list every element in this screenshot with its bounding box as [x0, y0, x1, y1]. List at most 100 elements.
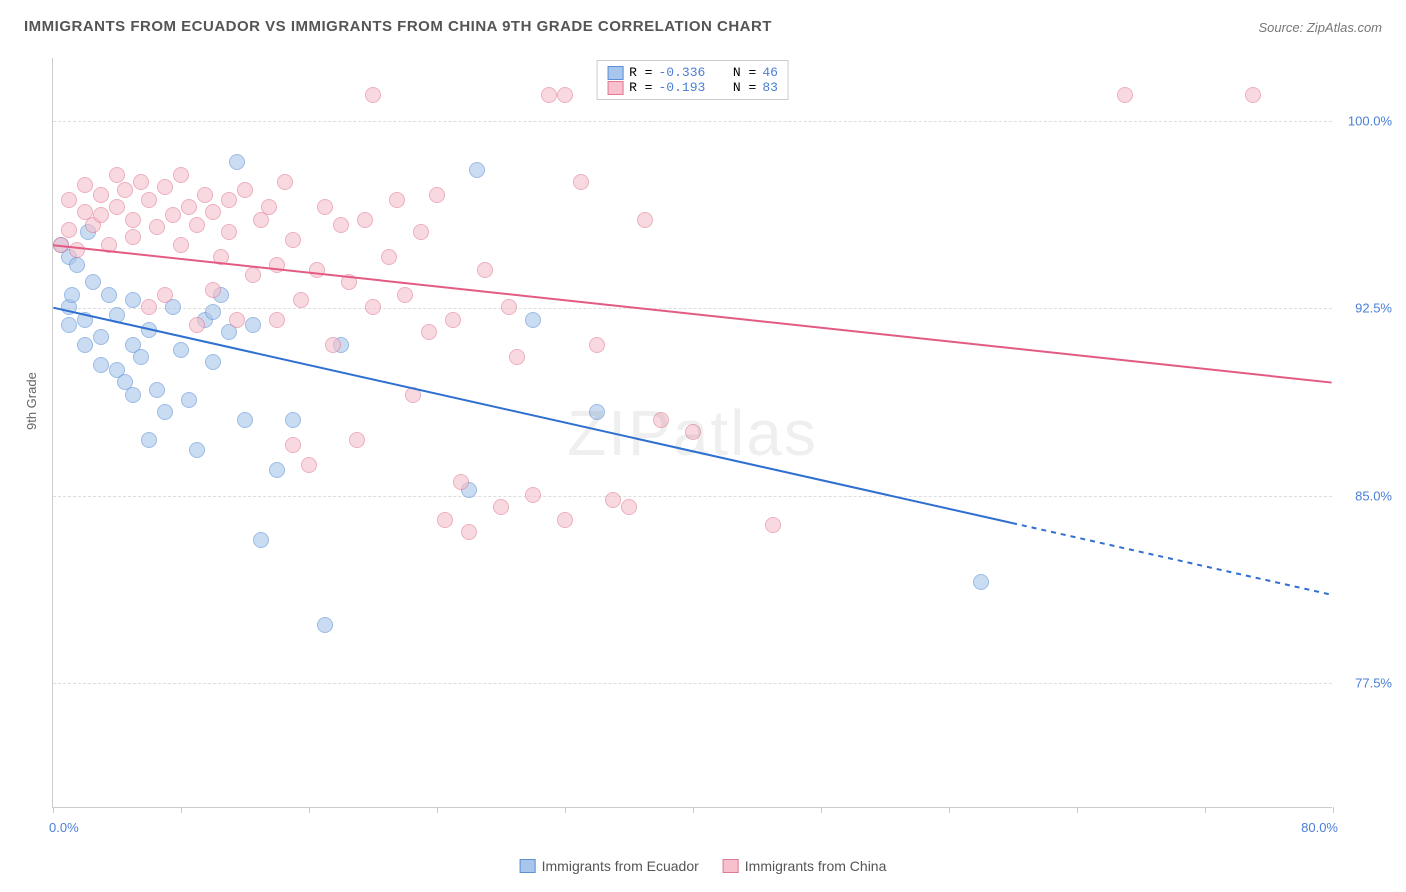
scatter-point [93, 187, 109, 203]
scatter-point [93, 329, 109, 345]
scatter-point [349, 432, 365, 448]
scatter-point [141, 192, 157, 208]
scatter-point [205, 282, 221, 298]
scatter-point [53, 237, 69, 253]
scatter-point [413, 224, 429, 240]
scatter-point [189, 217, 205, 233]
scatter-point [493, 499, 509, 515]
x-tick [949, 807, 950, 813]
scatter-point [253, 532, 269, 548]
scatter-point [421, 324, 437, 340]
swatch-ecuador-2 [520, 859, 536, 873]
scatter-point [149, 219, 165, 235]
scatter-point [301, 457, 317, 473]
y-axis-label: 9th Grade [24, 372, 39, 430]
scatter-point [381, 249, 397, 265]
gridline-h [53, 496, 1332, 497]
scatter-point [973, 574, 989, 590]
scatter-point [1117, 87, 1133, 103]
scatter-point [157, 404, 173, 420]
x-tick-label: 0.0% [49, 820, 79, 835]
scatter-point [589, 337, 605, 353]
source-label: Source: ZipAtlas.com [1258, 20, 1382, 35]
scatter-point [589, 404, 605, 420]
scatter-point [501, 299, 517, 315]
scatter-point [285, 232, 301, 248]
legend-stats-row-1: R = -0.336 N = 46 [607, 65, 778, 80]
stat-n-ecuador: 46 [762, 65, 778, 80]
scatter-point [117, 182, 133, 198]
scatter-point [653, 412, 669, 428]
x-tick [53, 807, 54, 813]
scatter-point [173, 167, 189, 183]
scatter-point [317, 199, 333, 215]
scatter-point [141, 299, 157, 315]
scatter-point [157, 179, 173, 195]
scatter-point [109, 167, 125, 183]
scatter-point [149, 382, 165, 398]
plot-area: ZIPatlas R = -0.336 N = 46 R = -0.193 N … [52, 58, 1332, 808]
scatter-point [85, 274, 101, 290]
scatter-point [69, 242, 85, 258]
scatter-point [285, 412, 301, 428]
scatter-point [437, 512, 453, 528]
scatter-point [365, 87, 381, 103]
x-tick [693, 807, 694, 813]
scatter-point [317, 617, 333, 633]
scatter-point [125, 229, 141, 245]
scatter-point [205, 354, 221, 370]
scatter-point [269, 312, 285, 328]
scatter-point [213, 249, 229, 265]
scatter-point [181, 392, 197, 408]
scatter-point [229, 312, 245, 328]
x-tick [309, 807, 310, 813]
swatch-china-2 [723, 859, 739, 873]
x-tick [565, 807, 566, 813]
scatter-point [197, 187, 213, 203]
y-tick-label: 77.5% [1355, 676, 1392, 691]
scatter-point [64, 287, 80, 303]
scatter-point [173, 342, 189, 358]
scatter-point [77, 177, 93, 193]
scatter-point [205, 204, 221, 220]
scatter-point [141, 432, 157, 448]
scatter-point [133, 174, 149, 190]
scatter-point [357, 212, 373, 228]
legend-label-china: Immigrants from China [745, 858, 887, 874]
gridline-h [53, 683, 1332, 684]
x-tick [1333, 807, 1334, 813]
scatter-point [525, 487, 541, 503]
scatter-point [69, 257, 85, 273]
x-tick [1077, 807, 1078, 813]
scatter-point [557, 512, 573, 528]
legend-item-ecuador: Immigrants from Ecuador [520, 858, 699, 874]
scatter-point [61, 317, 77, 333]
stat-r-label-2: R = [629, 80, 652, 95]
stat-n-label-2: N = [733, 80, 756, 95]
chart-title: IMMIGRANTS FROM ECUADOR VS IMMIGRANTS FR… [24, 18, 772, 35]
gridline-h [53, 121, 1332, 122]
scatter-point [205, 304, 221, 320]
scatter-point [77, 312, 93, 328]
scatter-point [293, 292, 309, 308]
stat-r-label: R = [629, 65, 652, 80]
scatter-point [445, 312, 461, 328]
scatter-point [61, 192, 77, 208]
x-tick [181, 807, 182, 813]
scatter-point [397, 287, 413, 303]
scatter-point [181, 199, 197, 215]
stat-n-china: 83 [762, 80, 778, 95]
scatter-point [285, 437, 301, 453]
scatter-point [477, 262, 493, 278]
scatter-point [509, 349, 525, 365]
swatch-china [607, 81, 623, 95]
scatter-point [109, 199, 125, 215]
scatter-point [157, 287, 173, 303]
scatter-point [469, 162, 485, 178]
legend-stats-row-2: R = -0.193 N = 83 [607, 80, 778, 95]
scatter-point [765, 517, 781, 533]
scatter-point [453, 474, 469, 490]
scatter-point [173, 237, 189, 253]
legend-label-ecuador: Immigrants from Ecuador [542, 858, 699, 874]
scatter-point [541, 87, 557, 103]
